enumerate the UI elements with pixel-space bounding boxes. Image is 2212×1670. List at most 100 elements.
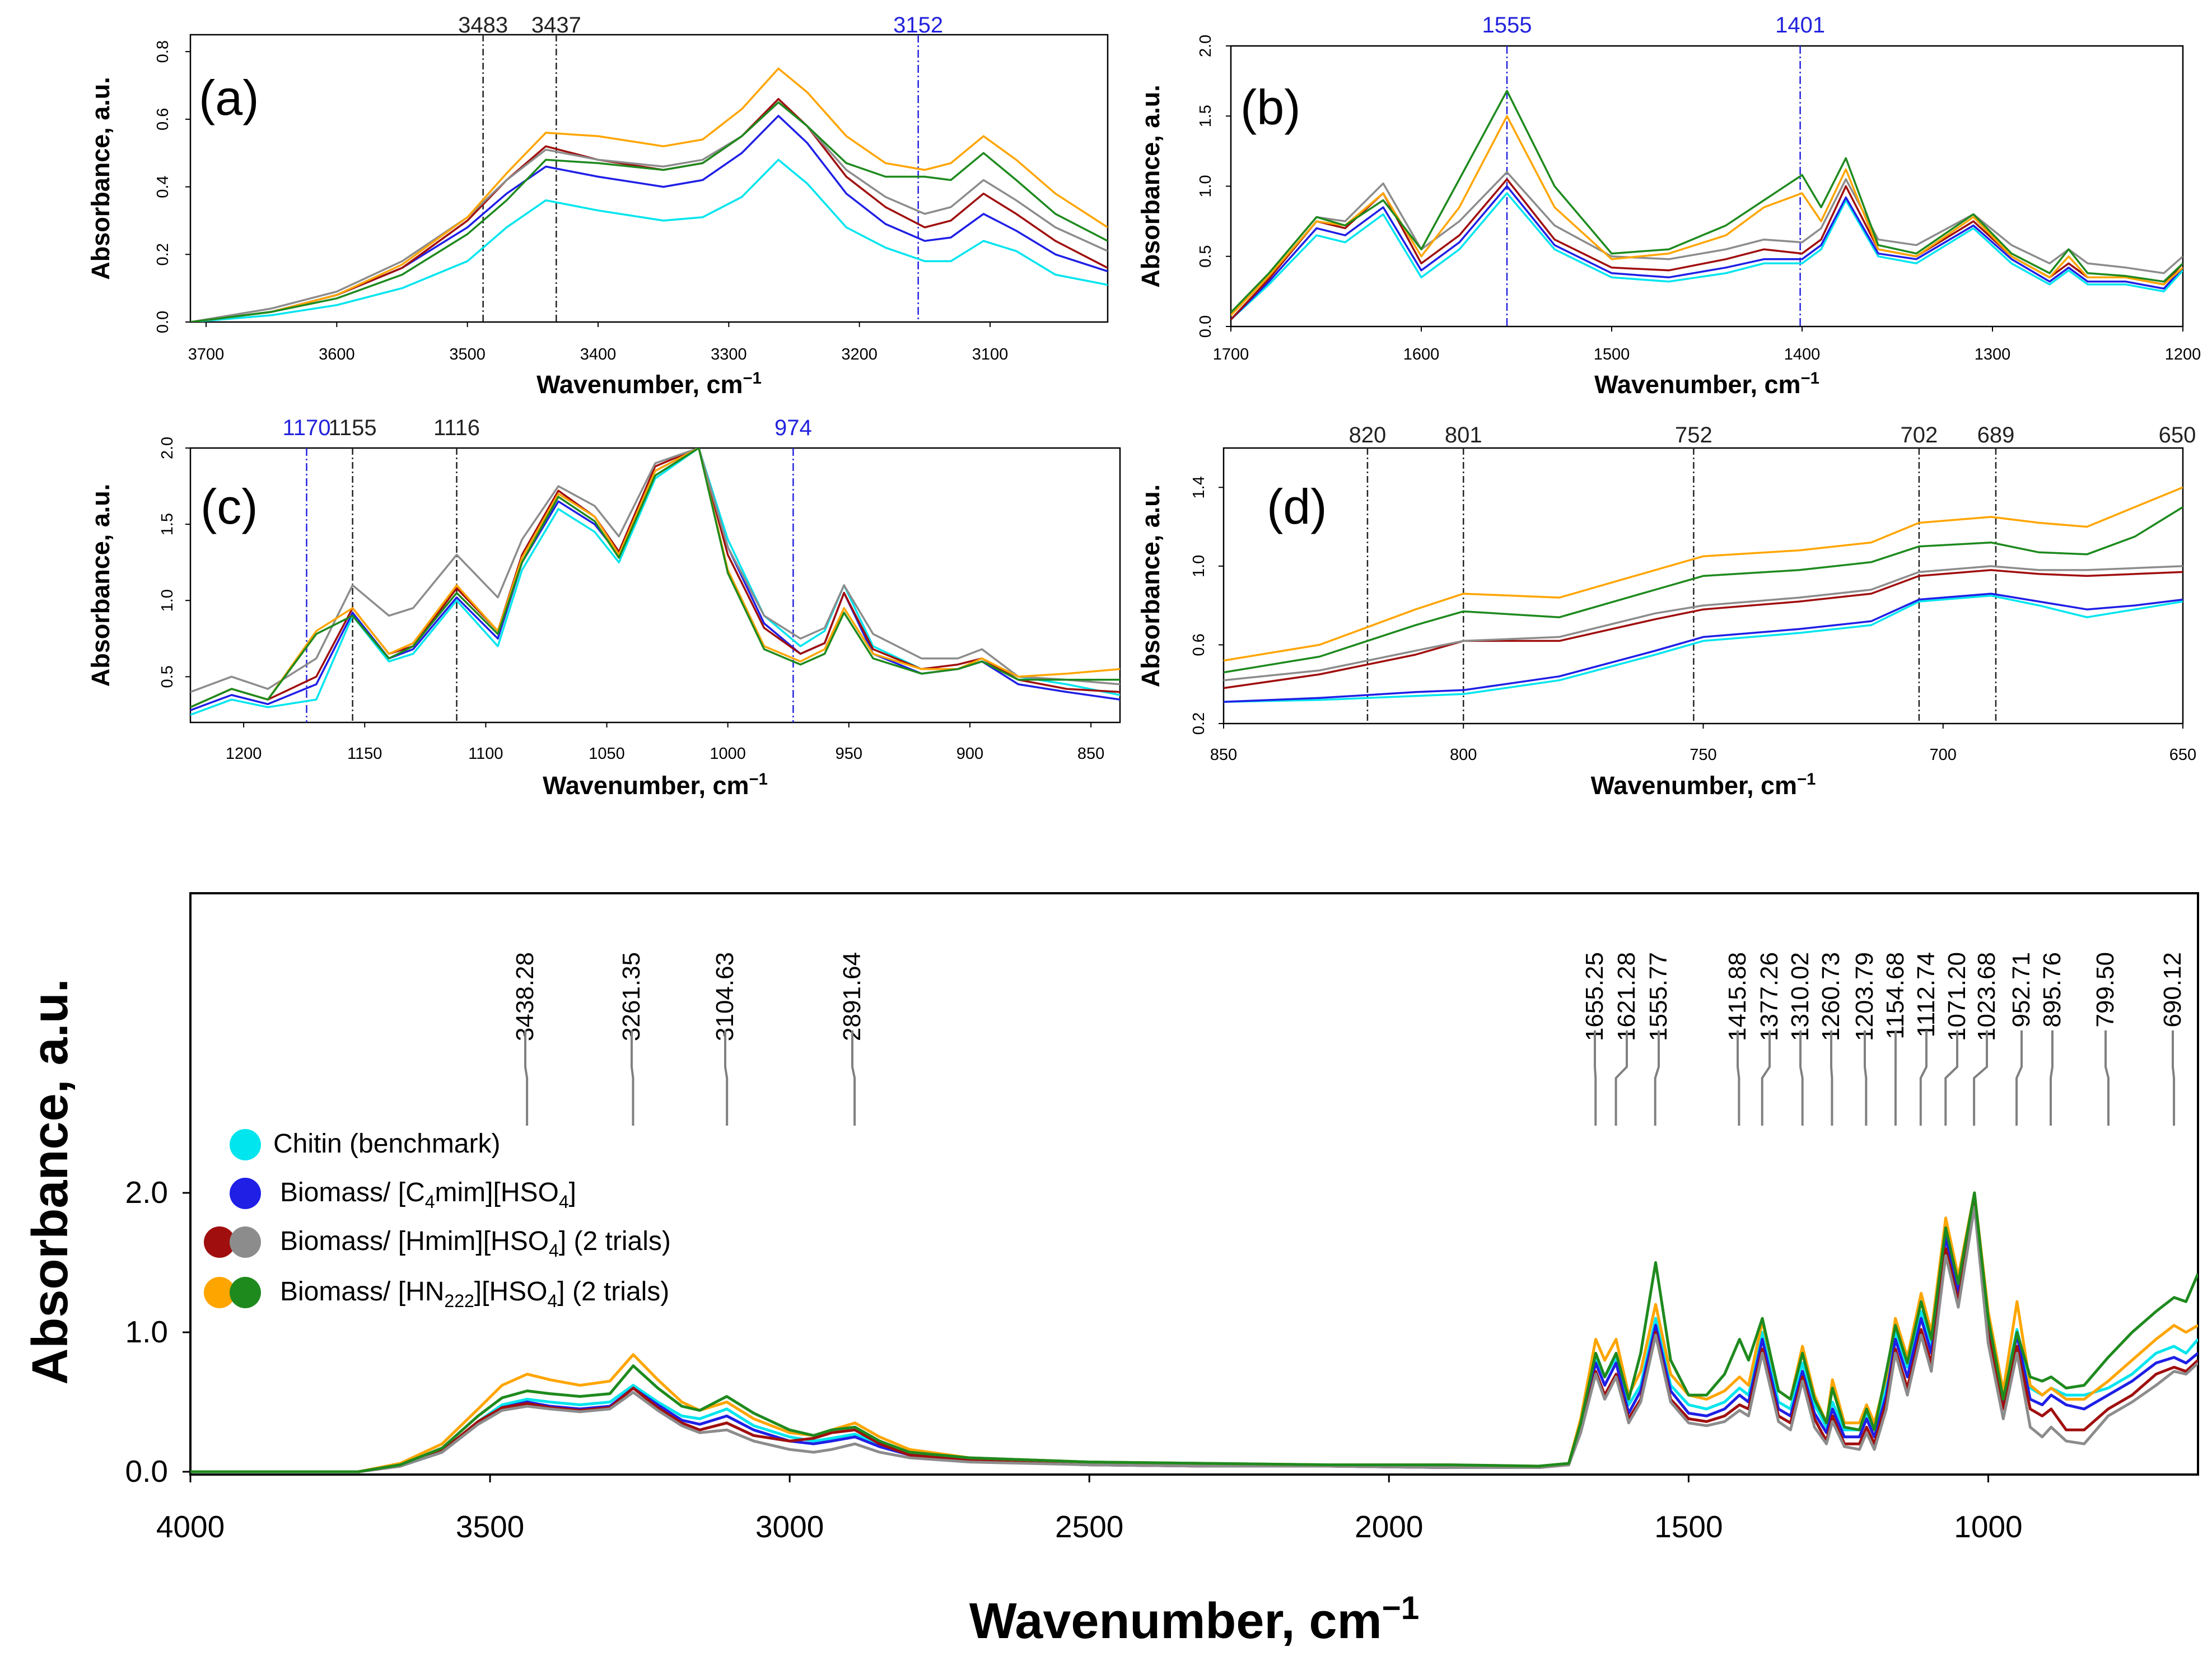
plot-frame [189, 34, 1109, 323]
x-axis-label-text: Wavenumber, cm [543, 771, 749, 800]
x-axis-label-superscript: −1 [1382, 1590, 1420, 1626]
x-tick-label: 3600 [319, 346, 355, 363]
legend-text: mim][HSO [435, 1178, 559, 1207]
legend-text: Biomass/ [C [280, 1178, 425, 1207]
peak-leader-line [2104, 1030, 2110, 1126]
legend-entry: Biomass/ [C4mim][HSO4] [280, 1178, 576, 1212]
legend-subscript: 4 [425, 1192, 435, 1212]
peak-leader-line [1864, 1030, 1868, 1126]
marker-label: 3437 [531, 13, 581, 38]
legend-text: ] (2 trials) [557, 1277, 669, 1307]
y-tick-label: 0.0 [125, 1454, 168, 1489]
marker-label: 974 [774, 416, 812, 440]
y-tick-label: 0.6 [1190, 633, 1208, 656]
legend-subscript: 4 [547, 1291, 557, 1311]
x-tick-label: 700 [1930, 746, 1957, 764]
panel-label: (d) [1267, 479, 1327, 534]
marker-label: 1155 [329, 416, 377, 440]
peak-label: 3104.63 [711, 952, 739, 1041]
legend-marker [230, 1178, 261, 1209]
legend-text: ] [569, 1178, 576, 1207]
x-axis-label-superscript: −1 [1801, 370, 1819, 388]
peak-leader-line [1737, 1030, 1740, 1126]
y-tick-label: 2.0 [1197, 35, 1215, 57]
x-tick-label: 3000 [755, 1509, 824, 1544]
series-line-d-1 [1224, 593, 2183, 703]
series-line-b-4 [1231, 115, 2183, 316]
plot-frame [189, 892, 2199, 1476]
peak-label: 1203.79 [1851, 952, 1878, 1041]
series-line-main-5 [190, 1191, 2198, 1473]
marker-label: 801 [1445, 423, 1482, 447]
y-tick-label: 1.5 [1197, 105, 1215, 127]
panel-label: (a) [199, 70, 259, 125]
series-line-c-3 [190, 448, 1120, 693]
legend-text: ] (2 trials) [559, 1226, 671, 1256]
y-tick-label: 0.0 [1197, 315, 1215, 338]
x-axis-label-superscript: −1 [749, 771, 768, 789]
plot-frame [1230, 45, 2184, 328]
x-tick-label: 1150 [347, 745, 382, 763]
x-tick-label: 750 [1690, 746, 1716, 764]
legend-marker [230, 1277, 261, 1308]
peak-leader-line [851, 1030, 856, 1126]
marker-label: 689 [1977, 423, 2015, 447]
peak-label: 1112.74 [1912, 952, 1940, 1038]
x-tick-label: 1200 [226, 745, 262, 763]
peak-label: 1377.26 [1756, 952, 1783, 1041]
peak-label: 895.76 [2038, 952, 2066, 1028]
x-axis-label: Wavenumber, cm−1 [1594, 370, 1819, 399]
peak-label: 3261.35 [618, 952, 645, 1041]
panel-b: 1700 1600 1500 1400 1300 1200 0.0 0.5 1.0 1.5 2.0 W… [1136, 13, 2201, 399]
series-line-c-1 [190, 448, 1120, 711]
peak-leader-line [1944, 1030, 1958, 1126]
series-group [190, 67, 1108, 322]
peak-leader-line [1830, 1030, 1833, 1126]
legend-text: ][HSO [474, 1277, 548, 1307]
x-tick-label: 1100 [468, 745, 503, 763]
peak-leader-line [1614, 1030, 1628, 1126]
series-line-main-3 [190, 1205, 2198, 1473]
series-line-d-2 [1224, 569, 2183, 689]
y-tick-label: 1.0 [1190, 555, 1208, 577]
marker-label: 820 [1349, 423, 1387, 447]
series-line-a-3 [190, 101, 1108, 322]
x-tick-label: 800 [1450, 746, 1477, 764]
x-tick-label: 1600 [1403, 346, 1440, 363]
x-tick-label: 650 [2169, 746, 2196, 764]
series-group [190, 448, 1120, 716]
x-tick-label: 3100 [972, 346, 1009, 363]
series-line-c-4 [190, 448, 1120, 708]
legend-text: Biomass/ [Hmim][HSO [280, 1226, 549, 1256]
legend-marker [230, 1226, 261, 1258]
series-line-b-3 [1231, 171, 2183, 314]
y-axis-label: Absorbance, a.u. [22, 978, 78, 1384]
series-line-main-2 [190, 1198, 2198, 1473]
series-group [1231, 90, 2183, 320]
legend-marker [230, 1129, 261, 1160]
series-line-a-5 [190, 101, 1108, 322]
marker-label: 1555 [1482, 13, 1532, 38]
y-tick-label: 2.0 [125, 1175, 168, 1210]
series-group [1224, 486, 2183, 703]
x-tick-label: 850 [1210, 746, 1237, 764]
legend-marker [204, 1226, 235, 1258]
series-line-b-1 [1231, 185, 2183, 320]
x-tick-label: 1200 [2165, 346, 2201, 363]
legend-subscript: 222 [444, 1291, 474, 1311]
peak-label: 690.12 [2159, 952, 2186, 1028]
peak-label: 799.50 [2092, 952, 2119, 1028]
x-tick-label: 2000 [1355, 1509, 1423, 1544]
panel-main: 4000 3500 3000 2500 2000 1500 1000 0.0 1.0 2.0 Wav… [22, 892, 2199, 1649]
x-axis-label-text: Wavenumber, cm [536, 370, 743, 399]
peak-leader-line [2050, 1030, 2054, 1126]
x-axis-label: Wavenumber, cm−1 [536, 370, 762, 399]
x-tick-label: 3500 [456, 1509, 524, 1544]
x-axis-label: Wavenumber, cm−1 [1591, 771, 1816, 800]
series-line-a-2 [190, 97, 1108, 322]
peak-leader-line [2015, 1030, 2023, 1126]
x-tick-label: 1500 [1594, 346, 1630, 363]
peak-label: 1071.20 [1943, 952, 1971, 1041]
series-line-c-0 [190, 448, 1120, 716]
